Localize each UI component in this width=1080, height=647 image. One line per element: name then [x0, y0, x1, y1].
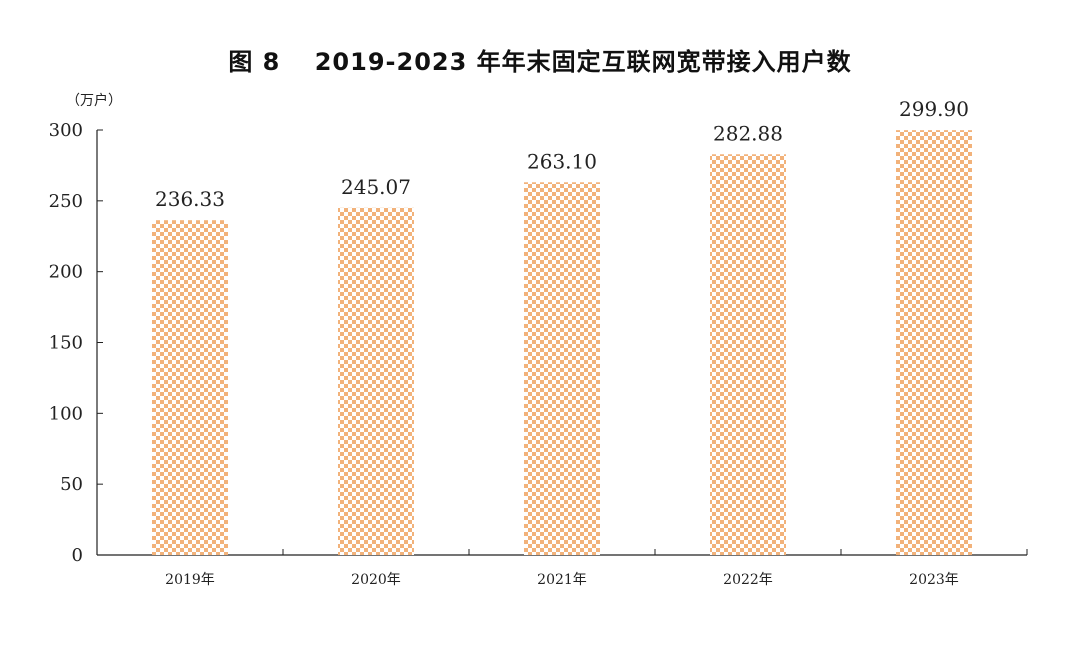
y-tick-label: 300	[49, 120, 83, 141]
data-label: 263.10	[527, 149, 597, 173]
chart-title: 图 8 2019-2023 年年末固定互联网宽带接入用户数	[228, 48, 852, 76]
y-axis-unit-label: （万户）	[66, 93, 122, 109]
y-tick-label: 100	[49, 403, 83, 424]
x-tick-label: 2022年	[723, 572, 773, 588]
bar	[338, 207, 414, 555]
y-tick-label: 0	[72, 545, 83, 566]
data-label: 299.90	[899, 97, 969, 121]
x-tick-label: 2019年	[165, 572, 215, 588]
data-label: 282.88	[713, 121, 783, 145]
bar	[710, 154, 786, 555]
bar	[524, 182, 600, 555]
x-tick-label: 2021年	[537, 572, 587, 588]
y-tick-label: 200	[49, 262, 83, 283]
data-label: 236.33	[155, 187, 225, 211]
y-tick-label: 150	[49, 333, 83, 354]
bar	[152, 220, 228, 556]
data-label: 245.07	[341, 175, 411, 199]
x-tick-label: 2023年	[909, 572, 959, 588]
y-tick-label: 250	[49, 191, 83, 212]
y-tick-label: 50	[60, 474, 83, 495]
x-tick-label: 2020年	[351, 572, 401, 588]
bar	[896, 130, 972, 555]
